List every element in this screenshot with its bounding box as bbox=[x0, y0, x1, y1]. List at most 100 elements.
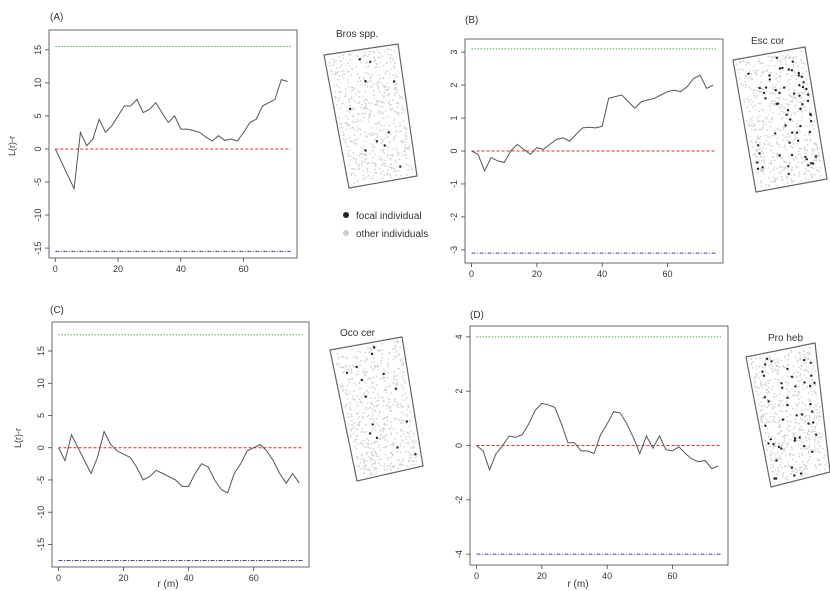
focal-individual-point bbox=[369, 60, 372, 63]
other-individual-point bbox=[780, 165, 783, 167]
other-individual-point bbox=[771, 471, 774, 473]
other-individual-point bbox=[787, 168, 789, 170]
other-individual-point bbox=[800, 156, 803, 158]
other-individual-point bbox=[818, 411, 821, 414]
other-individual-point bbox=[362, 169, 365, 172]
other-individual-point bbox=[358, 387, 361, 390]
other-individual-point bbox=[354, 445, 356, 448]
other-individual-point bbox=[371, 156, 374, 159]
other-individual-point bbox=[348, 124, 351, 126]
other-individual-point bbox=[346, 62, 349, 64]
other-individual-point bbox=[356, 373, 359, 376]
other-individual-point bbox=[767, 372, 769, 375]
other-individual-point bbox=[370, 418, 372, 420]
other-individual-point bbox=[367, 440, 370, 442]
other-individual-point bbox=[803, 173, 805, 175]
other-individual-point bbox=[392, 154, 394, 157]
other-individual-point bbox=[355, 93, 357, 95]
other-individual-point bbox=[798, 366, 800, 369]
other-individual-point bbox=[789, 454, 792, 457]
other-individual-point bbox=[336, 363, 338, 366]
other-individual-point bbox=[355, 139, 357, 141]
other-individual-point bbox=[806, 144, 809, 146]
other-individual-point bbox=[799, 101, 801, 103]
other-individual-point bbox=[766, 69, 769, 71]
other-individual-point bbox=[799, 153, 801, 155]
other-individual-point bbox=[393, 119, 396, 121]
focal-individual-point bbox=[778, 154, 781, 157]
other-individual-point bbox=[404, 399, 407, 401]
other-individual-point bbox=[778, 470, 780, 473]
other-individual-point bbox=[819, 438, 821, 440]
other-individual-point bbox=[381, 140, 384, 143]
other-individual-point bbox=[785, 178, 788, 180]
other-individual-point bbox=[780, 360, 783, 362]
other-individual-point bbox=[387, 165, 390, 167]
other-individual-point bbox=[806, 419, 809, 421]
y-tick-label: 0 bbox=[33, 146, 43, 151]
focal-individual-point bbox=[795, 131, 799, 134]
other-individual-point bbox=[383, 84, 385, 86]
other-individual-point bbox=[807, 357, 809, 359]
other-individual-point bbox=[801, 409, 804, 411]
other-individual-point bbox=[395, 344, 397, 347]
other-individual-point bbox=[805, 150, 808, 152]
other-individual-point bbox=[778, 98, 780, 101]
focal-individual-point bbox=[798, 436, 801, 439]
other-individual-point bbox=[768, 435, 771, 438]
other-individual-point bbox=[776, 167, 778, 170]
other-individual-point bbox=[770, 460, 773, 462]
other-individual-point bbox=[819, 170, 821, 173]
other-individual-point bbox=[357, 466, 360, 468]
other-individual-point bbox=[383, 91, 386, 94]
other-individual-point bbox=[382, 376, 384, 379]
other-individual-point bbox=[355, 66, 357, 68]
other-individual-point bbox=[383, 376, 386, 379]
other-individual-point bbox=[361, 454, 363, 457]
other-individual-point bbox=[388, 427, 391, 430]
other-individual-point bbox=[348, 98, 351, 100]
other-individual-point bbox=[750, 124, 752, 127]
other-individual-point bbox=[772, 404, 774, 406]
other-individual-point bbox=[813, 384, 815, 386]
other-individual-point bbox=[805, 448, 807, 450]
other-individual-point bbox=[374, 429, 377, 432]
other-individual-point bbox=[791, 99, 794, 102]
other-individual-point bbox=[782, 435, 784, 438]
other-individual-point bbox=[768, 80, 770, 83]
other-individual-point bbox=[378, 105, 381, 108]
focal-individual-point bbox=[800, 413, 804, 416]
focal-individual-point bbox=[797, 74, 800, 77]
other-individual-point bbox=[407, 465, 409, 468]
other-individual-point bbox=[809, 405, 811, 408]
other-individual-point bbox=[400, 360, 403, 363]
other-individual-point bbox=[815, 394, 817, 396]
other-individual-point bbox=[762, 152, 764, 155]
other-individual-point bbox=[808, 379, 811, 381]
other-individual-point bbox=[367, 469, 369, 472]
other-individual-point bbox=[374, 122, 377, 125]
other-individual-point bbox=[381, 418, 384, 420]
other-individual-point bbox=[352, 115, 354, 118]
other-individual-point bbox=[782, 134, 784, 136]
other-individual-point bbox=[761, 366, 764, 369]
y-tick-label: -5 bbox=[36, 476, 46, 484]
other-individual-point bbox=[772, 103, 774, 105]
other-individual-point bbox=[778, 113, 781, 115]
other-individual-point bbox=[767, 379, 769, 382]
other-individual-point bbox=[776, 432, 779, 435]
other-individual-point bbox=[352, 120, 354, 123]
other-individual-point bbox=[374, 364, 377, 367]
other-individual-point bbox=[795, 409, 798, 411]
other-individual-point bbox=[825, 461, 828, 464]
other-individual-point bbox=[401, 422, 403, 425]
other-individual-point bbox=[818, 464, 820, 467]
other-individual-point bbox=[394, 110, 396, 113]
other-individual-point bbox=[386, 457, 389, 459]
other-individual-point bbox=[378, 111, 381, 113]
other-individual-point bbox=[363, 51, 365, 54]
other-individual-point bbox=[396, 444, 398, 447]
other-individual-point bbox=[395, 175, 397, 177]
other-individual-point bbox=[356, 125, 358, 127]
other-individual-point bbox=[350, 370, 353, 373]
